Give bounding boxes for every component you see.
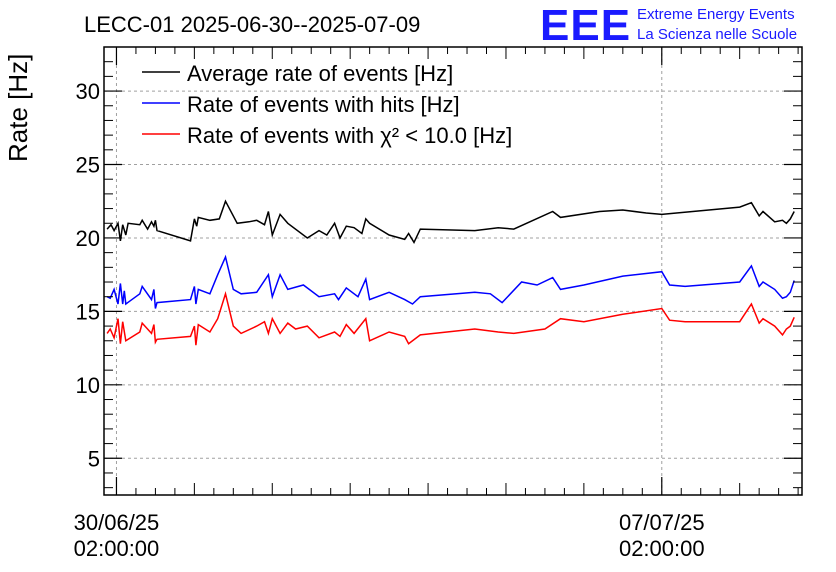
chart-title: LECC-01 2025-06-30--2025-07-09 bbox=[84, 12, 420, 37]
legend-label-3: Rate of events with χ² < 10.0 [Hz] bbox=[187, 123, 512, 148]
tick-labels: 5101520253030/06/2502:00:0007/07/2502:00… bbox=[74, 79, 705, 561]
y-tick-label: 10 bbox=[76, 373, 100, 398]
series-lines bbox=[106, 199, 795, 346]
series-line-3 bbox=[106, 290, 795, 346]
eee-logo: EEE Extreme Energy Events La Scienza nel… bbox=[540, 1, 797, 50]
eee-logo-text: EEE bbox=[540, 1, 631, 50]
x-tick-label-time: 02:00:00 bbox=[619, 536, 705, 561]
plot-frame bbox=[103, 46, 803, 496]
logo-line-2: La Scienza nelle Scuole bbox=[637, 26, 797, 43]
y-tick-label: 25 bbox=[76, 153, 100, 178]
legend-label-1: Average rate of events [Hz] bbox=[187, 61, 453, 86]
legend: Average rate of events [Hz] Rate of event… bbox=[142, 61, 512, 148]
series-line-1 bbox=[106, 199, 795, 244]
logo-line-1: Extreme Energy Events bbox=[637, 6, 795, 23]
x-tick-label-date: 30/06/25 bbox=[74, 510, 160, 535]
series-line-2 bbox=[106, 254, 795, 309]
x-tick-label-time: 02:00:00 bbox=[74, 536, 160, 561]
y-tick-label: 20 bbox=[76, 226, 100, 251]
y-tick-label: 15 bbox=[76, 299, 100, 324]
y-axis-title: Rate [Hz] bbox=[3, 54, 33, 162]
y-tick-label: 30 bbox=[76, 79, 100, 104]
axis-ticks bbox=[104, 46, 802, 495]
x-tick-label-date: 07/07/25 bbox=[619, 510, 705, 535]
legend-label-2: Rate of events with hits [Hz] bbox=[187, 92, 460, 117]
y-tick-label: 5 bbox=[88, 446, 100, 471]
